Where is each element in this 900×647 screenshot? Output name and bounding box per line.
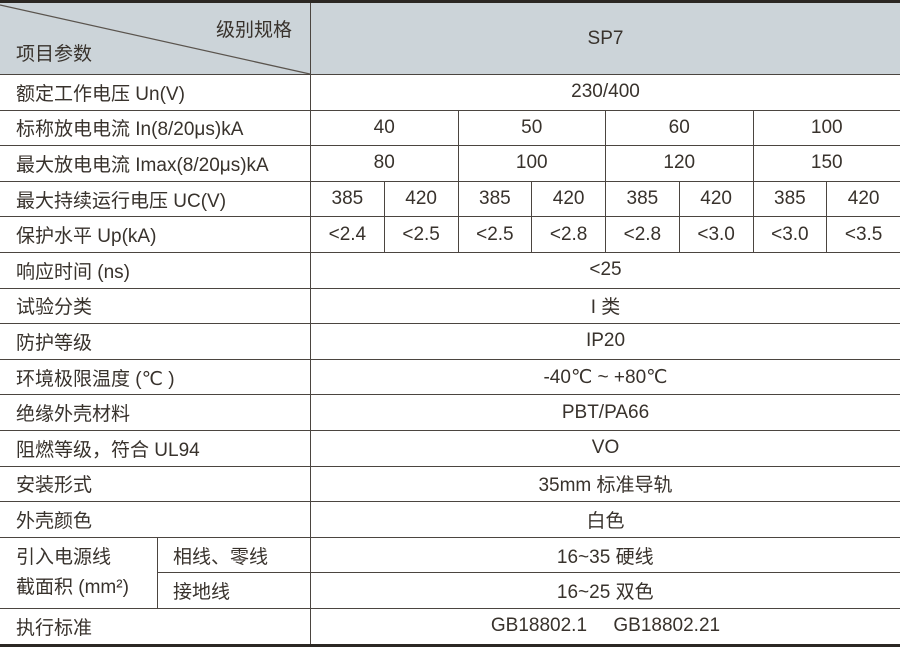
table-row: 响应时间 (ns) <25 — [0, 251, 900, 288]
header-corner-cell: 级别规格 项目参数 — [0, 3, 310, 74]
value-cell: 60 — [605, 110, 753, 146]
row-label: 额定工作电压 Un(V) — [16, 83, 185, 105]
row-label: 绝缘外壳材料 — [16, 404, 131, 426]
row-label: 保护水平 Up(kA) — [16, 226, 157, 248]
value-cell: 100 — [457, 146, 606, 181]
value-cell: 420 — [531, 181, 605, 217]
value-cell: I 类 — [590, 297, 621, 319]
row-label: 标称放电电流 In(8/20μs)kA — [16, 119, 244, 141]
table-row: 额定工作电压 Un(V) 230/400 — [0, 74, 900, 110]
value-cell: <3.0 — [678, 217, 753, 252]
table-row: 试验分类 I 类 — [0, 287, 900, 324]
row-label: 最大持续运行电压 UC(V) — [16, 190, 227, 212]
value-cell: <2.4 — [328, 223, 367, 245]
sub-row: 相线、零线 16~35 硬线 — [158, 537, 900, 573]
value-cell: 230/400 — [571, 81, 640, 103]
table-row: 最大持续运行电压 UC(V) 385 420 385 420 385 420 3… — [0, 180, 900, 217]
value-cell: <2.5 — [457, 217, 532, 252]
value-cell: 385 — [331, 188, 364, 210]
sub-row-label: 接地线 — [173, 582, 231, 604]
value-cell: IP20 — [585, 330, 626, 352]
split-row-label-line1: 引入电源线 — [16, 547, 112, 569]
value-cell: <3.0 — [752, 217, 827, 252]
row-label: 外壳颜色 — [16, 510, 93, 532]
value-cell: 385 — [605, 181, 679, 217]
header-corner-bottom-label: 项目参数 — [16, 44, 93, 65]
table-row: 阻燃等级，符合 UL94 VO — [0, 429, 900, 466]
table-row: 安装形式 35mm 标准导轨 — [0, 465, 900, 502]
split-row-body: 相线、零线 16~35 硬线 接地线 16~25 双色 — [157, 537, 900, 608]
value-cell: 420 — [678, 181, 753, 217]
value-cell: 150 — [752, 146, 900, 181]
sub-row-label: 相线、零线 — [173, 546, 269, 568]
sub-row-value: 16~35 硬线 — [309, 537, 900, 573]
table-row: 标称放电电流 In(8/20μs)kA 40 50 60 100 — [0, 109, 900, 146]
value-cell: <2.8 — [531, 217, 605, 252]
value-cell: 420 — [826, 181, 900, 217]
row-label: 试验分类 — [16, 297, 93, 319]
value-cell: <25 — [589, 259, 622, 281]
header-column-title: SP7 — [310, 3, 900, 74]
table-row: 执行标准 GB18802.1 GB18802.21 — [0, 607, 900, 644]
value-cell: 40 — [373, 116, 395, 138]
table-row: 最大放电电流 Imax(8/20μs)kA 80 100 120 150 — [0, 145, 900, 181]
value-cell: <2.5 — [383, 217, 458, 252]
row-label: 防护等级 — [16, 332, 93, 354]
value-cell: 385 — [752, 181, 827, 217]
table-row: 环境极限温度 (℃ ) -40℃ ~ +80℃ — [0, 358, 900, 395]
table-row: 防护等级 IP20 — [0, 323, 900, 359]
row-label: 最大放电电流 Imax(8/20μs)kA — [16, 154, 269, 176]
table-row: 保护水平 Up(kA) <2.4 <2.5 <2.5 <2.8 <2.8 <3.… — [0, 216, 900, 252]
row-label: 环境极限温度 (℃ ) — [16, 368, 175, 390]
sub-row: 接地线 16~25 双色 — [158, 572, 900, 608]
value-cell: 120 — [605, 146, 753, 181]
value-cell: VO — [591, 437, 620, 459]
value-cell: 420 — [383, 181, 458, 217]
table-row: 外壳颜色 白色 — [0, 501, 900, 537]
value-cell: 385 — [457, 181, 532, 217]
sub-row-value: 16~25 双色 — [309, 573, 900, 608]
split-row-label: 引入电源线 截面积 (mm²) — [0, 538, 157, 608]
header-corner-top-label: 级别规格 — [215, 20, 292, 41]
value-cell: <3.5 — [826, 217, 900, 252]
value-cell: 100 — [752, 110, 900, 146]
value-cell: GB18802.1 GB18802.21 — [490, 615, 721, 637]
value-cell: 50 — [457, 110, 606, 146]
row-label: 响应时间 (ns) — [16, 261, 131, 283]
value-cell: 35mm 标准导轨 — [538, 475, 673, 497]
value-cell: PBT/PA66 — [561, 401, 650, 423]
row-label: 阻燃等级，符合 UL94 — [16, 439, 200, 461]
row-label: 执行标准 — [16, 617, 93, 639]
table-row: 绝缘外壳材料 PBT/PA66 — [0, 394, 900, 430]
table-header-row: 级别规格 项目参数 SP7 — [0, 3, 900, 74]
split-row: 引入电源线 截面积 (mm²) 相线、零线 16~35 硬线 接地线 16~25… — [0, 536, 900, 608]
value-cell: 白色 — [586, 510, 625, 532]
split-row-label-line2: 截面积 (mm²) — [16, 576, 129, 598]
value-cell: 80 — [373, 152, 395, 174]
header-diagonal-line — [0, 4, 310, 74]
value-cell: -40℃ ~ +80℃ — [543, 366, 668, 388]
value-cell: <2.8 — [605, 217, 679, 252]
row-label: 安装形式 — [16, 475, 93, 497]
